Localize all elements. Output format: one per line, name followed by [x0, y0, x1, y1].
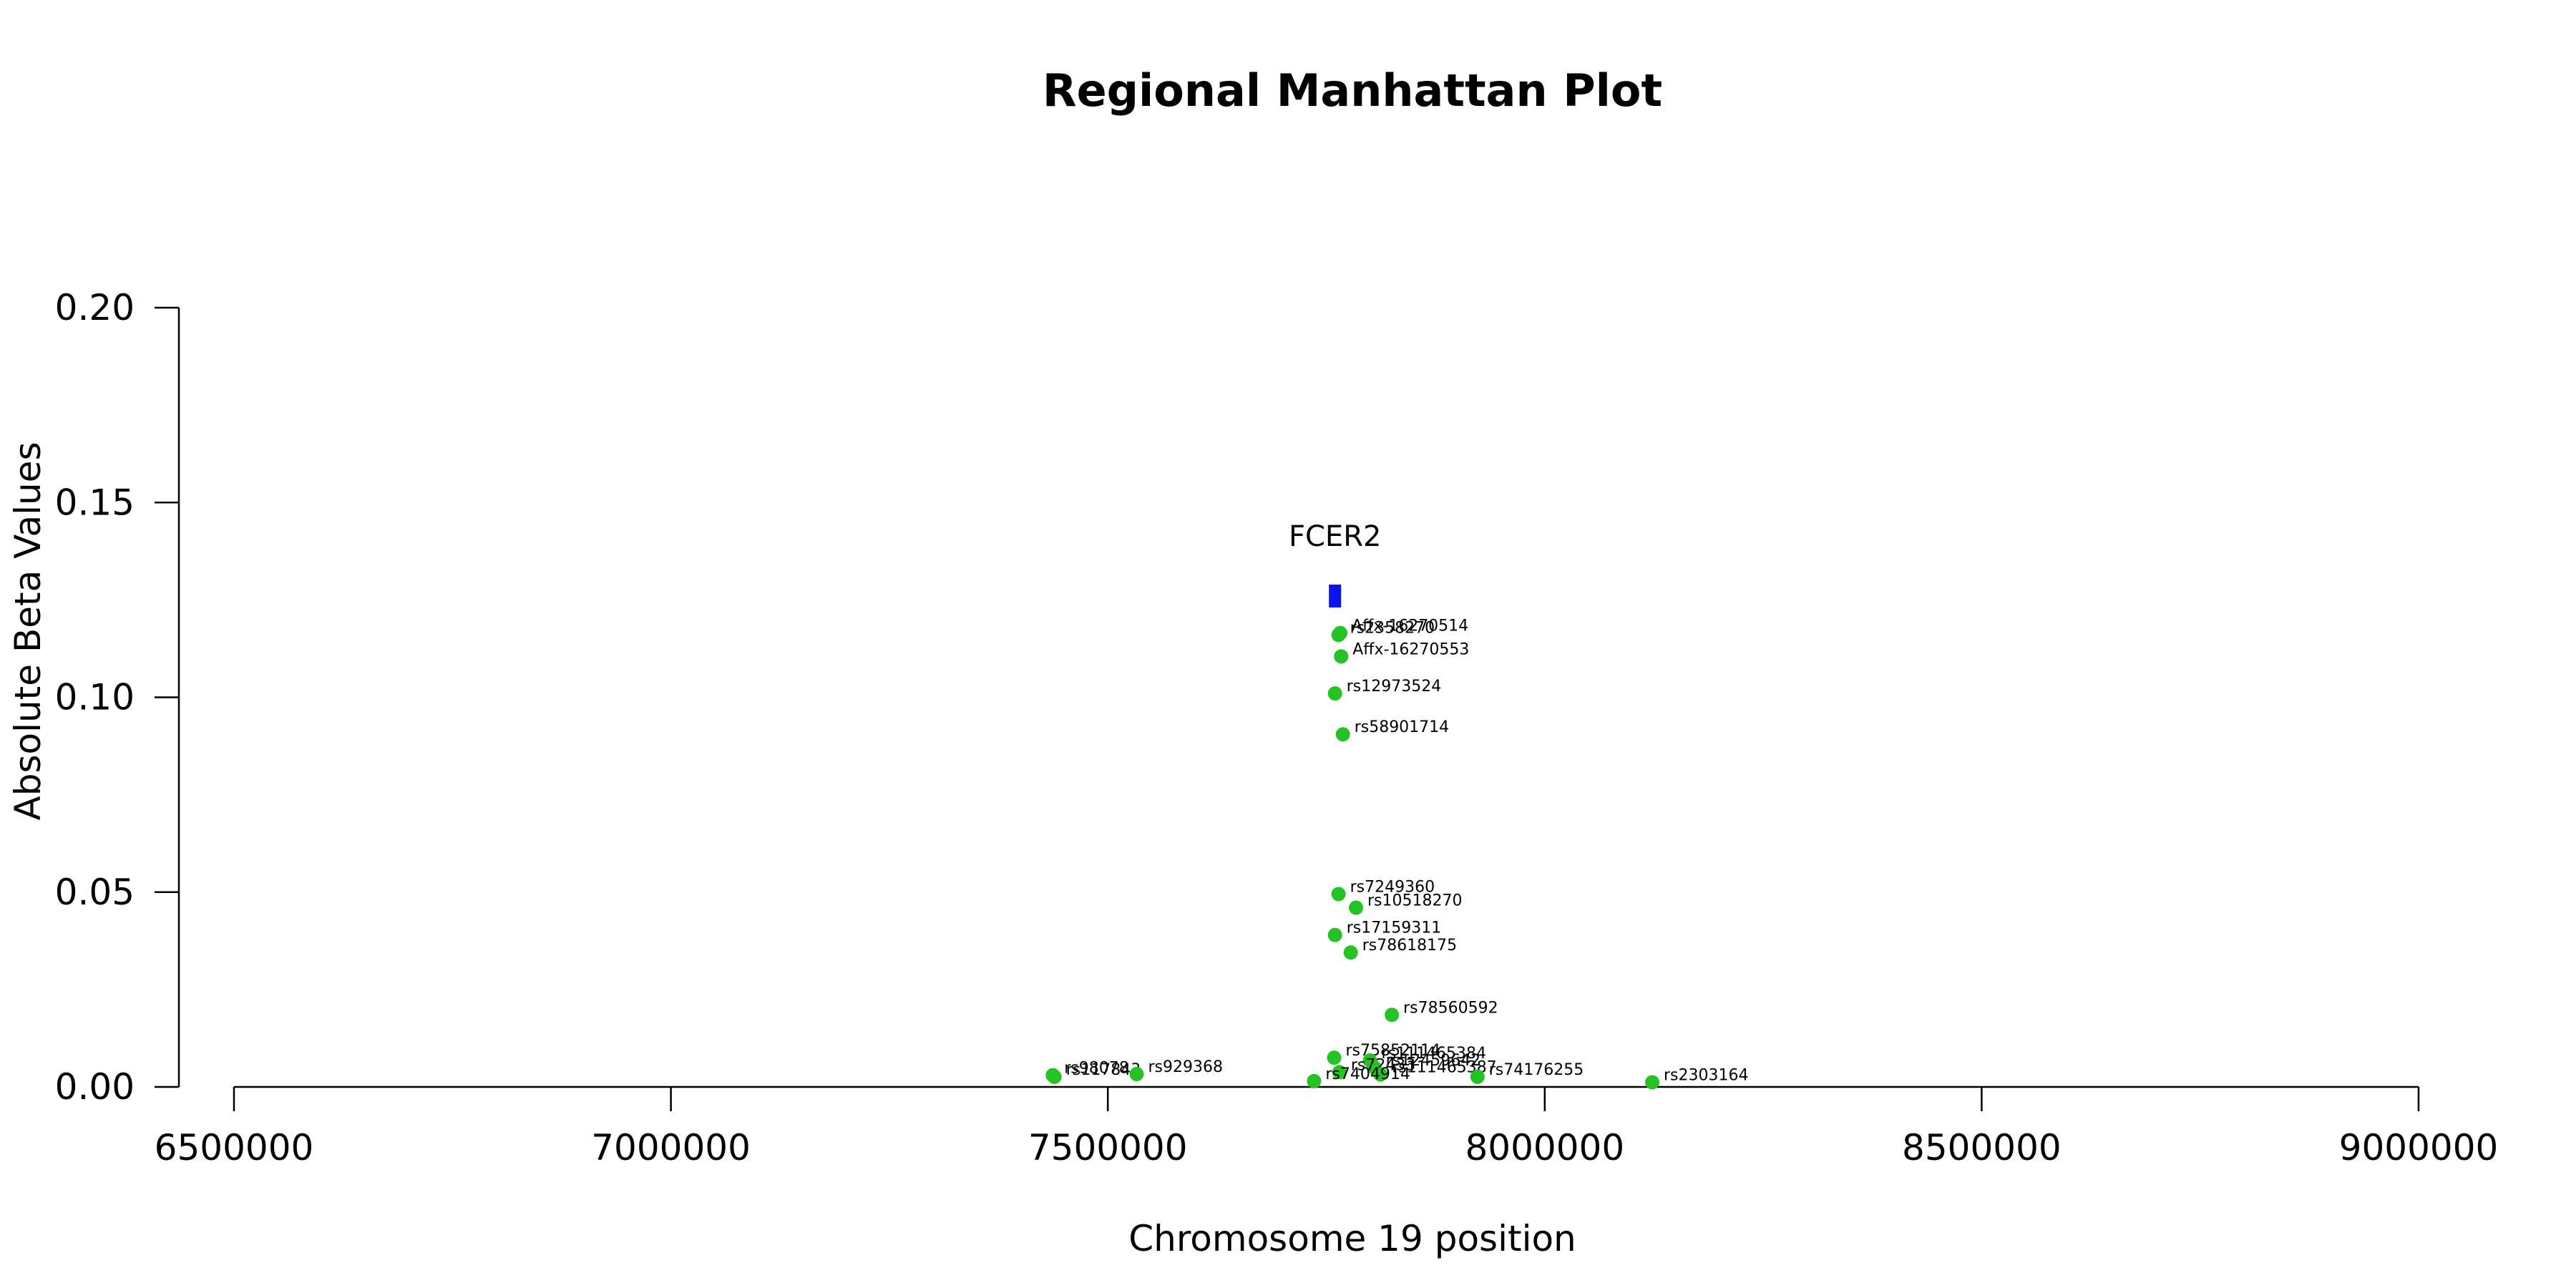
y-tick-label: 0.15 — [55, 482, 135, 523]
snp-point — [1333, 625, 1348, 640]
y-tick-label: 0.20 — [55, 287, 135, 328]
snp-point — [1470, 1069, 1485, 1084]
x-tick-label: 8500000 — [1902, 1127, 2062, 1169]
snp-label: rs117843 — [1066, 1061, 1141, 1079]
snp-point — [1645, 1075, 1660, 1090]
snp-label: rs2358270 — [1350, 619, 1435, 637]
snp-point — [1332, 1065, 1347, 1080]
snp-point — [1334, 649, 1349, 664]
snp-label: rs929368 — [1148, 1058, 1223, 1076]
axes: 0.00 0.05 0.10 0.15 0.20 6500000 7000000 750000… — [55, 287, 2499, 1169]
x-axis-label: Chromosome 19 position — [1128, 1218, 1576, 1259]
snp-label: rs10518270 — [1367, 892, 1462, 910]
snp-label: rs17159311 — [1347, 919, 1441, 937]
y-tick-label: 0.05 — [55, 872, 135, 913]
snp-point — [1373, 1067, 1388, 1082]
snp-label: rs74176255 — [1489, 1061, 1584, 1079]
snp-label: rs78618175 — [1362, 937, 1457, 955]
snp-point — [1327, 927, 1342, 942]
snp-point — [1327, 1050, 1342, 1065]
snp-label: rs98078 — [1064, 1060, 1129, 1078]
snp-label: Affx-16270553 — [1352, 640, 1469, 658]
x-tick-label: 6500000 — [155, 1127, 314, 1169]
snp-point — [1307, 1073, 1322, 1088]
snp-label: rs2303164 — [1664, 1066, 1749, 1084]
x-tick-label: 9000000 — [2339, 1127, 2499, 1169]
snp-label: rs111465384 — [1382, 1045, 1486, 1063]
x-tick-label: 7500000 — [1028, 1127, 1188, 1169]
snp-point — [1129, 1067, 1144, 1082]
snp-label: rs7404914 — [1325, 1065, 1410, 1083]
snp-label: rs75852114 — [1345, 1042, 1440, 1060]
y-tick-label: 0.10 — [55, 677, 135, 718]
snp-label: rs12973524 — [1347, 678, 1441, 696]
snp-point — [1385, 1008, 1400, 1023]
snp-point — [1331, 887, 1346, 902]
gene-track: FCER2 — [1289, 520, 1381, 608]
snp-label: rs58901714 — [1355, 718, 1449, 736]
chart-title: Regional Manhattan Plot — [1043, 64, 1662, 117]
snp-point — [1327, 686, 1342, 701]
gene-box — [1329, 584, 1342, 608]
snp-point — [1349, 900, 1364, 915]
y-tick-label: 0.00 — [55, 1066, 135, 1108]
gene-label: FCER2 — [1289, 520, 1381, 553]
snp-label: rs78560592 — [1403, 999, 1498, 1017]
x-tick-label: 8000000 — [1465, 1127, 1624, 1169]
snp-label: rs7249360 — [1350, 878, 1435, 896]
snp-point — [1335, 727, 1350, 742]
snp-point — [1343, 945, 1358, 960]
snp-label: Affx-16270514 — [1352, 618, 1468, 635]
x-tick-label: 7000000 — [591, 1127, 751, 1169]
snp-label: rs12459642 — [1386, 1052, 1480, 1070]
y-axis-label: Absolute Beta Values — [7, 442, 49, 821]
snp-point — [1047, 1069, 1062, 1084]
